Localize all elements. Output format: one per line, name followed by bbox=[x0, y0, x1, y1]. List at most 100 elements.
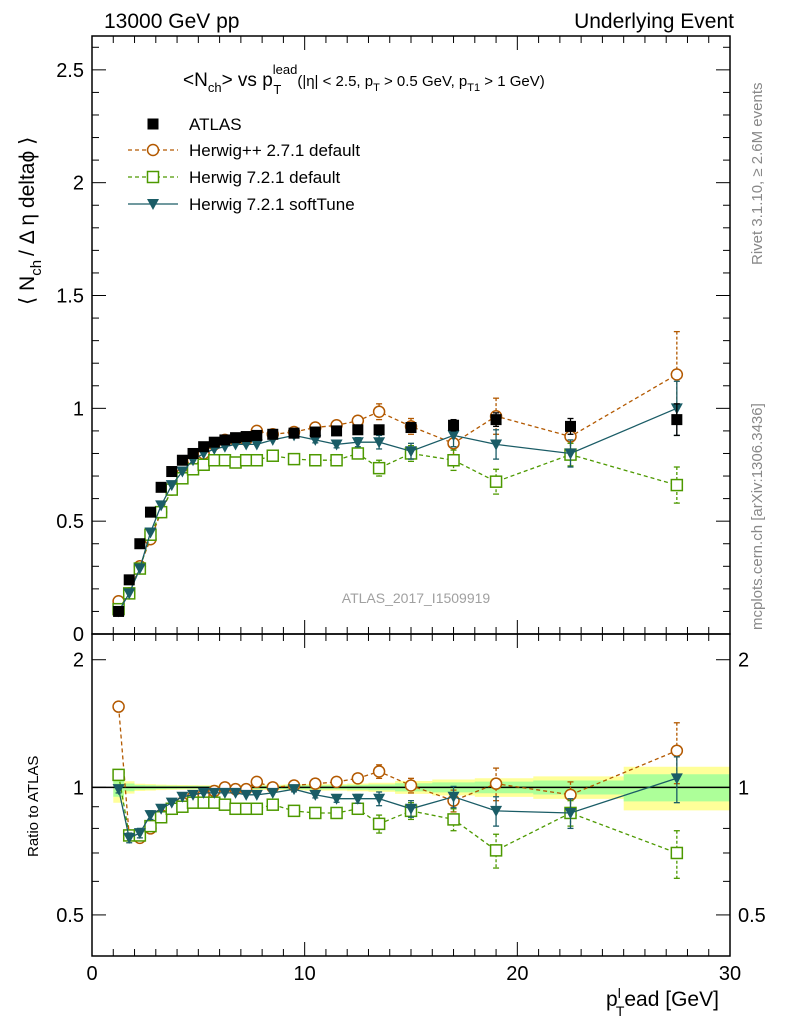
series-0-point bbox=[166, 466, 178, 478]
y-tick-label: 1.5 bbox=[56, 286, 84, 308]
series-0-point bbox=[331, 425, 343, 437]
series-0-point bbox=[176, 454, 188, 466]
ratio-series-2-point bbox=[229, 802, 242, 816]
legend-label-3: Herwig 7.2.1 softTune bbox=[189, 195, 355, 214]
ratio-panel-frame bbox=[91, 633, 731, 957]
series-3-point bbox=[165, 480, 178, 492]
ratio-series-1-point bbox=[309, 777, 322, 790]
ratio-series-3-point bbox=[288, 784, 301, 796]
ratio-series-2-point bbox=[351, 802, 365, 816]
legend-label-1: Herwig++ 2.7.1 default bbox=[189, 141, 360, 160]
series-2-line bbox=[118, 452, 677, 610]
series-0-point bbox=[113, 605, 125, 617]
series-1-point bbox=[372, 405, 386, 418]
y-tick-label: 2.5 bbox=[56, 60, 84, 82]
series-3-point bbox=[351, 437, 364, 449]
ratio-series-3-point bbox=[123, 832, 136, 844]
ratio-series-2-point bbox=[112, 768, 125, 782]
ratio-series-1-point bbox=[670, 744, 684, 757]
ratio-series-1-point bbox=[250, 775, 264, 789]
analysis-watermark: ATLAS_2017_I1509919 bbox=[342, 590, 491, 606]
legend-label-2: Herwig 7.2.1 default bbox=[189, 168, 340, 187]
series-0-point bbox=[267, 428, 279, 440]
ratio-series-3-point bbox=[187, 789, 200, 801]
ratio-y-tick-label: 0.5 bbox=[56, 905, 84, 927]
x-label-sub: T bbox=[616, 1003, 625, 1019]
ratio-series-2-point bbox=[218, 798, 232, 811]
ratio-panel-decor: 0 10 20 30 0.5 0.5 1 1 2 2 bbox=[56, 634, 766, 985]
y-tick-label: 2 bbox=[73, 173, 84, 195]
series-0-point bbox=[309, 426, 321, 438]
series-1-line bbox=[118, 373, 678, 602]
ratio-series-3-point bbox=[309, 789, 322, 801]
ratio-series-3-point bbox=[197, 787, 210, 799]
ratio-series-1-line bbox=[117, 706, 678, 839]
title-cuts3: > 1 GeV) bbox=[480, 73, 545, 90]
series-0-point bbox=[251, 429, 263, 441]
x-axis-label: pl Tead [GeV] bbox=[606, 985, 719, 1019]
series-3-point bbox=[155, 500, 168, 512]
series-3-point bbox=[490, 439, 503, 451]
ratio-series-3-point bbox=[351, 793, 364, 805]
ratio-series-3-point bbox=[218, 787, 231, 799]
series-2-point bbox=[330, 453, 343, 467]
ratio-series-3-point bbox=[229, 787, 242, 799]
ratio-series-3-point bbox=[490, 805, 503, 817]
series-0-point bbox=[448, 419, 460, 431]
series-2-point bbox=[287, 452, 301, 466]
title-cuts-sub2: T1 bbox=[467, 82, 480, 94]
title-sub1: ch bbox=[208, 80, 222, 95]
series-2-point bbox=[208, 453, 221, 467]
ratio-series-3-point bbox=[405, 803, 417, 815]
series-0-point bbox=[155, 481, 167, 493]
series-0-point bbox=[405, 422, 417, 434]
legend-marker-1 bbox=[146, 143, 160, 157]
series-0-point bbox=[219, 434, 231, 446]
series-3-point bbox=[133, 563, 146, 575]
series-3-point bbox=[447, 430, 460, 442]
series-2-point bbox=[447, 453, 460, 467]
ratio-series-3-point bbox=[670, 773, 683, 785]
title-cuts-sub: T bbox=[373, 82, 380, 94]
series-3-point bbox=[309, 434, 322, 446]
ratio-series-3-point bbox=[250, 789, 263, 801]
y-label-main: ⟨ N bbox=[16, 276, 39, 305]
series-0-point bbox=[565, 420, 576, 432]
series-0-point bbox=[208, 436, 220, 448]
x-tick-label: 30 bbox=[719, 963, 741, 985]
ratio-series-2-point bbox=[176, 800, 189, 813]
series-3-point bbox=[250, 439, 263, 451]
series-3-point bbox=[176, 466, 189, 478]
legend: ATLAS Herwig++ 2.7.1 default Herwig 7.2.1 … bbox=[128, 115, 360, 214]
ratio-series-3-point bbox=[155, 803, 168, 815]
header-right: Underlying Event bbox=[574, 10, 734, 33]
ratio-series-2-point bbox=[489, 844, 503, 857]
title-mid: > vs p bbox=[222, 70, 273, 91]
x-label-rest: ead [GeV] bbox=[624, 988, 719, 1011]
ratio-series-3-point bbox=[165, 797, 178, 809]
ratio-series-3-point bbox=[564, 807, 577, 819]
series-3-line bbox=[118, 407, 678, 612]
series-3-point bbox=[330, 439, 343, 451]
main-panel-decor: 0 0.5 1 1.5 2 2.5 bbox=[56, 36, 731, 646]
series-3-point bbox=[405, 446, 417, 458]
ratio-y-tick-label-right: 0.5 bbox=[738, 905, 766, 927]
header-left: 13000 GeV pp bbox=[104, 10, 239, 33]
main-data-marks bbox=[112, 330, 684, 618]
y-tick-label: 1 bbox=[73, 398, 84, 420]
ratio-y-tick-label-right: 1 bbox=[738, 777, 749, 799]
series-3-point bbox=[144, 527, 157, 539]
ratio-series-3-point bbox=[112, 784, 125, 796]
x-label-sup: l bbox=[618, 985, 621, 1001]
series-0-point bbox=[288, 427, 300, 439]
y-tick-label: 0.5 bbox=[56, 511, 84, 533]
series-2-point bbox=[239, 453, 253, 467]
legend-marker-2 bbox=[146, 170, 160, 184]
title-sup: lead bbox=[273, 62, 298, 77]
ratio-series-3-point bbox=[144, 810, 157, 822]
ratio-series-3-point bbox=[133, 828, 146, 840]
ratio-data-marks bbox=[112, 700, 684, 879]
ratio-series-1-point bbox=[404, 779, 418, 792]
series-2-point bbox=[372, 461, 386, 475]
